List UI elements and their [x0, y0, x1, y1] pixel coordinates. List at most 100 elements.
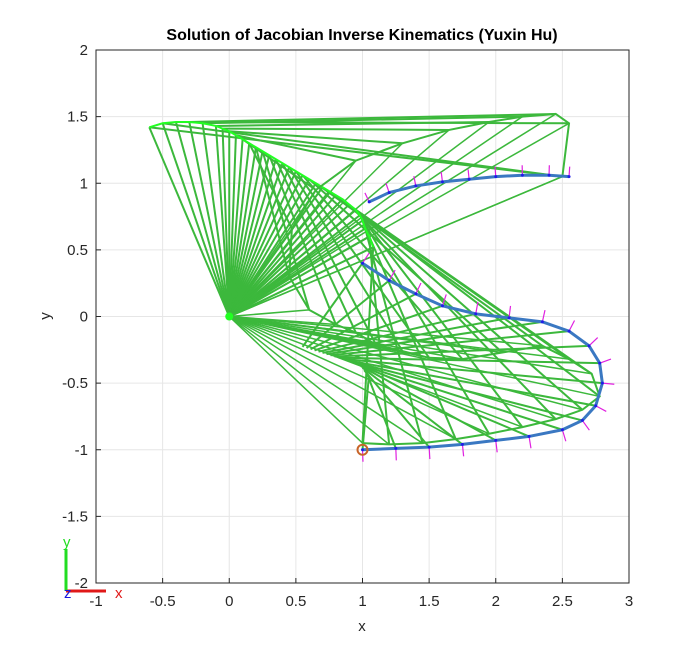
arm-link-outer	[301, 174, 464, 360]
path-normal-tick	[361, 252, 370, 264]
arm-link-lower	[342, 357, 603, 385]
arm-link-direct	[229, 309, 310, 318]
actual-path-point	[600, 381, 604, 385]
arm-link-direct	[229, 315, 336, 326]
x-tick-label: 2.5	[552, 593, 573, 610]
arm-link-outer	[268, 154, 337, 325]
arm-link-base	[228, 155, 271, 317]
actual-arc-point	[567, 175, 571, 179]
arm-link-base	[188, 121, 231, 317]
arm-link-lower	[326, 320, 543, 356]
actual-path-point	[580, 418, 584, 422]
path-normal-tick	[388, 269, 396, 281]
arm-link-direct	[228, 189, 317, 317]
arm-link-direct	[228, 315, 364, 444]
arm-link-base	[174, 121, 231, 317]
arm-link-lower	[365, 372, 397, 449]
actual-arc-point	[547, 173, 551, 177]
plot-layer	[148, 112, 615, 462]
arm-link-direct	[228, 175, 563, 318]
actual-path-point	[414, 292, 418, 296]
actual-path-point	[598, 361, 602, 365]
path-normal-tick	[541, 309, 546, 322]
path-normal-tick	[568, 320, 576, 332]
arm-link-base	[228, 135, 237, 317]
arm-link-base	[228, 158, 277, 317]
y-tick-label: -0.5	[62, 375, 88, 392]
arm-link-outer	[274, 158, 357, 333]
y-tick-labels: -2 -1.5 -1 -0.5 0 0.5 1 1.5 2	[62, 42, 88, 592]
actual-path-point	[427, 445, 431, 449]
x-tick-label: -0.5	[150, 593, 176, 610]
y-tick-label: -2	[75, 575, 88, 592]
arm-link-direct	[228, 129, 450, 318]
x-tick-labels: -1 -0.5 0 0.5 1 1.5 2 2.5 3	[89, 593, 633, 610]
actual-path-point	[587, 344, 591, 348]
path-normal-tick	[415, 282, 422, 295]
start-marker	[356, 443, 369, 456]
tip-sweep-line	[288, 112, 601, 446]
path-normal-tick	[428, 447, 431, 460]
arm-link-lower	[338, 356, 600, 365]
actual-arc-point	[440, 180, 444, 184]
path-normal-tick	[461, 444, 465, 457]
arm-link-lower	[318, 312, 476, 353]
arm-link-direct	[229, 315, 376, 346]
arm-link-direct	[228, 315, 423, 444]
triad-x-label: x	[115, 585, 123, 602]
arc-normal-tick	[494, 166, 497, 177]
arm-link-outer	[229, 130, 403, 145]
arm-link-outer	[175, 120, 570, 125]
path-normal-tick	[595, 405, 607, 412]
arm-link-direct	[229, 315, 592, 375]
arm-link-outer	[189, 112, 556, 123]
arm-link-direct	[228, 142, 404, 318]
arm-link-base	[228, 151, 264, 317]
axes-box	[95, 49, 630, 584]
y-tick-label: -1	[75, 442, 88, 459]
x-tick-label: 1	[358, 593, 366, 610]
actual-arc-point	[494, 175, 498, 179]
plot-area	[148, 112, 615, 462]
actual-path-point	[594, 404, 598, 408]
arc-normal-tick	[364, 192, 370, 203]
actual-arc-point	[520, 173, 524, 177]
arc-normal-tick	[440, 171, 444, 182]
arm-link-direct	[228, 113, 557, 318]
arm-link-direct	[228, 122, 570, 318]
actual-path-point	[361, 261, 364, 265]
actual-path-point	[387, 279, 391, 283]
actual-path-point	[560, 428, 564, 432]
path-normal-tick	[561, 429, 567, 442]
actual-path-point	[507, 316, 511, 320]
arm-link-direct	[228, 116, 523, 318]
arm-link-base	[161, 122, 231, 317]
arm-link-direct	[229, 315, 583, 411]
actual-path-point	[527, 434, 531, 438]
path-normal-tick	[475, 301, 479, 314]
arm-link-outer	[149, 126, 563, 178]
arm-link-outer	[248, 142, 293, 230]
actual-path-point	[394, 446, 398, 450]
arm-link-lower	[358, 363, 530, 438]
arm-link-lower	[314, 304, 443, 352]
arm-link-lower	[363, 369, 430, 448]
x-tick-label: -1	[89, 593, 102, 610]
triad-z-label: z	[64, 585, 72, 602]
y-tick-label: 2	[80, 42, 88, 59]
arm-link-lower	[330, 330, 570, 357]
arm-link-direct	[229, 315, 356, 334]
arm-link-lower	[354, 361, 563, 431]
actual-arc-point	[414, 184, 418, 188]
arc-normal-tick	[467, 169, 470, 180]
arm-link-outer	[288, 166, 404, 352]
arc-normal-tick	[385, 182, 390, 193]
base-joint	[225, 312, 234, 321]
arm-link-outer	[261, 150, 311, 311]
elbow-sweep-line	[149, 120, 375, 248]
arm-link-base	[228, 143, 251, 317]
arm-link-direct	[228, 121, 490, 318]
arc-normal-tick	[413, 175, 417, 187]
arc-normal-tick	[568, 166, 571, 177]
